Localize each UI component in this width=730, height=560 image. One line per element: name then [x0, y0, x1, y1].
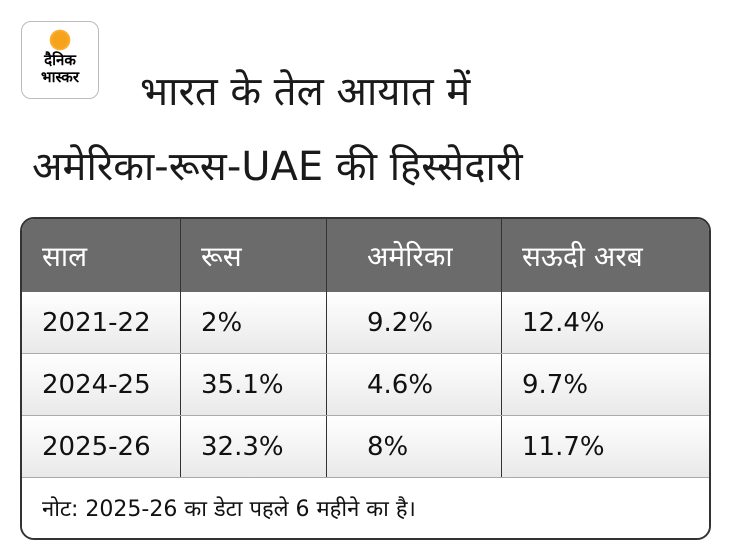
title-line2: अमेरिका-रूस-UAE की हिस्सेदारी — [32, 144, 523, 190]
dainik-bhaskar-logo: दैनिक भास्कर — [21, 21, 99, 99]
table-header-row: साल रूस अमेरिका सऊदी अरब — [22, 219, 709, 292]
cell-usa: 8% — [327, 416, 502, 477]
cell-russia: 2% — [181, 292, 327, 353]
cell-saudi: 9.7% — [522, 369, 589, 400]
table-row: 2024-25 35.1% 4.6% 9.7% — [22, 354, 709, 416]
cell-usa: 9.2% — [327, 292, 502, 353]
cell-year: 2024-25 — [22, 354, 181, 415]
cell-russia: 32.3% — [181, 416, 327, 477]
table-row: 2025-26 32.3% 8% 11.7% — [22, 416, 709, 478]
header-usa: अमेरिका — [327, 219, 502, 292]
sun-icon — [44, 24, 76, 56]
logo-text-line1: दैनिक — [44, 51, 76, 69]
cell-saudi: 11.7% — [522, 431, 605, 462]
header-saudi: सऊदी अरब — [522, 239, 643, 273]
cell-russia: 35.1% — [181, 354, 327, 415]
title-line1: भारत के तेल आयात में — [140, 69, 471, 115]
oil-import-share-table: साल रूस अमेरिका सऊदी अरब 2021-22 2% 9.2%… — [20, 217, 711, 540]
table-note: नोट: 2025-26 का डेटा पहले 6 महीने का है। — [22, 478, 709, 538]
header-russia: रूस — [181, 219, 327, 292]
logo-text-line2: भास्कर — [41, 68, 79, 86]
cell-saudi: 12.4% — [522, 307, 605, 338]
cell-year: 2025-26 — [22, 416, 181, 477]
table-row: 2021-22 2% 9.2% 12.4% — [22, 292, 709, 354]
cell-year: 2021-22 — [22, 292, 181, 353]
cell-usa: 4.6% — [327, 354, 502, 415]
header-year: साल — [22, 219, 181, 292]
